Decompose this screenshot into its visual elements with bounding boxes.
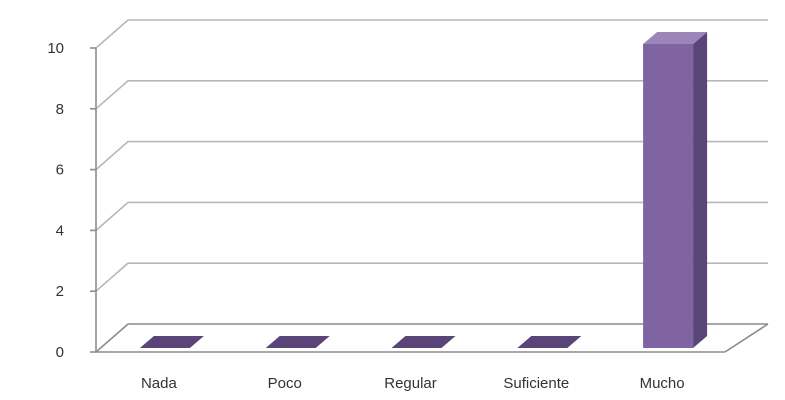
x-tick-label: Poco xyxy=(268,375,302,392)
x-tick-label: Suficiente xyxy=(503,375,569,392)
gridline xyxy=(95,140,768,171)
x-tick-label: Nada xyxy=(141,375,178,392)
gridline xyxy=(95,19,768,49)
y-tick-label: 8 xyxy=(56,101,64,118)
x-tick-label: Regular xyxy=(384,375,437,392)
bar xyxy=(391,336,456,348)
gridline xyxy=(95,201,768,232)
y-tick-label: 10 xyxy=(47,40,64,57)
y-tick-label: 6 xyxy=(56,162,64,179)
bar-top-face xyxy=(643,32,708,44)
y-tick-labels: 0 2 4 6 8 10 xyxy=(47,40,64,361)
y-tick-label: 0 xyxy=(56,344,64,361)
bar-top-face xyxy=(517,336,582,348)
x-tick-labels: Nada Poco Regular Suficiente Mucho xyxy=(141,375,685,392)
bar-top-face xyxy=(391,336,456,348)
y-tick-label: 4 xyxy=(56,222,64,239)
bar xyxy=(643,32,708,348)
gridline xyxy=(95,262,768,292)
bar xyxy=(265,336,330,348)
x-tick-label: Mucho xyxy=(640,375,685,392)
bar-top-face xyxy=(139,336,204,348)
bar xyxy=(517,336,582,348)
bar-top-face xyxy=(265,336,330,348)
floor-right-edge xyxy=(724,323,769,353)
bar-front-face xyxy=(643,44,694,348)
axes xyxy=(90,47,769,353)
gridlines xyxy=(95,19,768,353)
bar xyxy=(139,336,204,348)
y-tick-label: 2 xyxy=(56,283,64,300)
bar-side-face xyxy=(693,32,708,348)
bars xyxy=(139,32,708,348)
floor-back-line xyxy=(95,323,768,353)
gridline xyxy=(95,80,768,110)
